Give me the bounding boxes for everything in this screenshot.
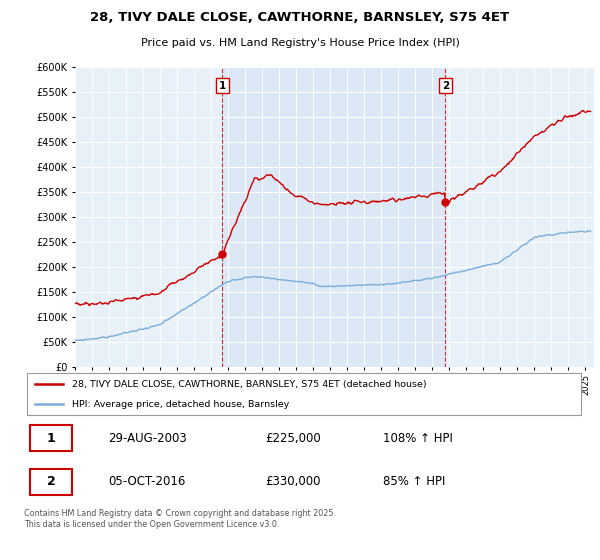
Text: Price paid vs. HM Land Registry's House Price Index (HPI): Price paid vs. HM Land Registry's House … (140, 38, 460, 48)
Text: £225,000: £225,000 (265, 432, 321, 445)
Text: 1: 1 (47, 432, 55, 445)
Text: HPI: Average price, detached house, Barnsley: HPI: Average price, detached house, Barn… (71, 400, 289, 409)
FancyBboxPatch shape (29, 425, 71, 451)
Text: 2: 2 (442, 81, 449, 91)
Text: 2: 2 (47, 475, 55, 488)
Text: 28, TIVY DALE CLOSE, CAWTHORNE, BARNSLEY, S75 4ET: 28, TIVY DALE CLOSE, CAWTHORNE, BARNSLEY… (91, 11, 509, 24)
Bar (223, 67, 445, 367)
Text: 28, TIVY DALE CLOSE, CAWTHORNE, BARNSLEY, S75 4ET (detached house): 28, TIVY DALE CLOSE, CAWTHORNE, BARNSLEY… (71, 380, 427, 389)
Text: 05-OCT-2016: 05-OCT-2016 (108, 475, 185, 488)
Text: 1: 1 (219, 81, 226, 91)
Text: 29-AUG-2003: 29-AUG-2003 (108, 432, 187, 445)
Text: 108% ↑ HPI: 108% ↑ HPI (383, 432, 453, 445)
FancyBboxPatch shape (27, 373, 581, 416)
FancyBboxPatch shape (29, 469, 71, 494)
Text: 85% ↑ HPI: 85% ↑ HPI (383, 475, 445, 488)
Text: Contains HM Land Registry data © Crown copyright and database right 2025.
This d: Contains HM Land Registry data © Crown c… (24, 510, 336, 529)
Text: £330,000: £330,000 (265, 475, 321, 488)
